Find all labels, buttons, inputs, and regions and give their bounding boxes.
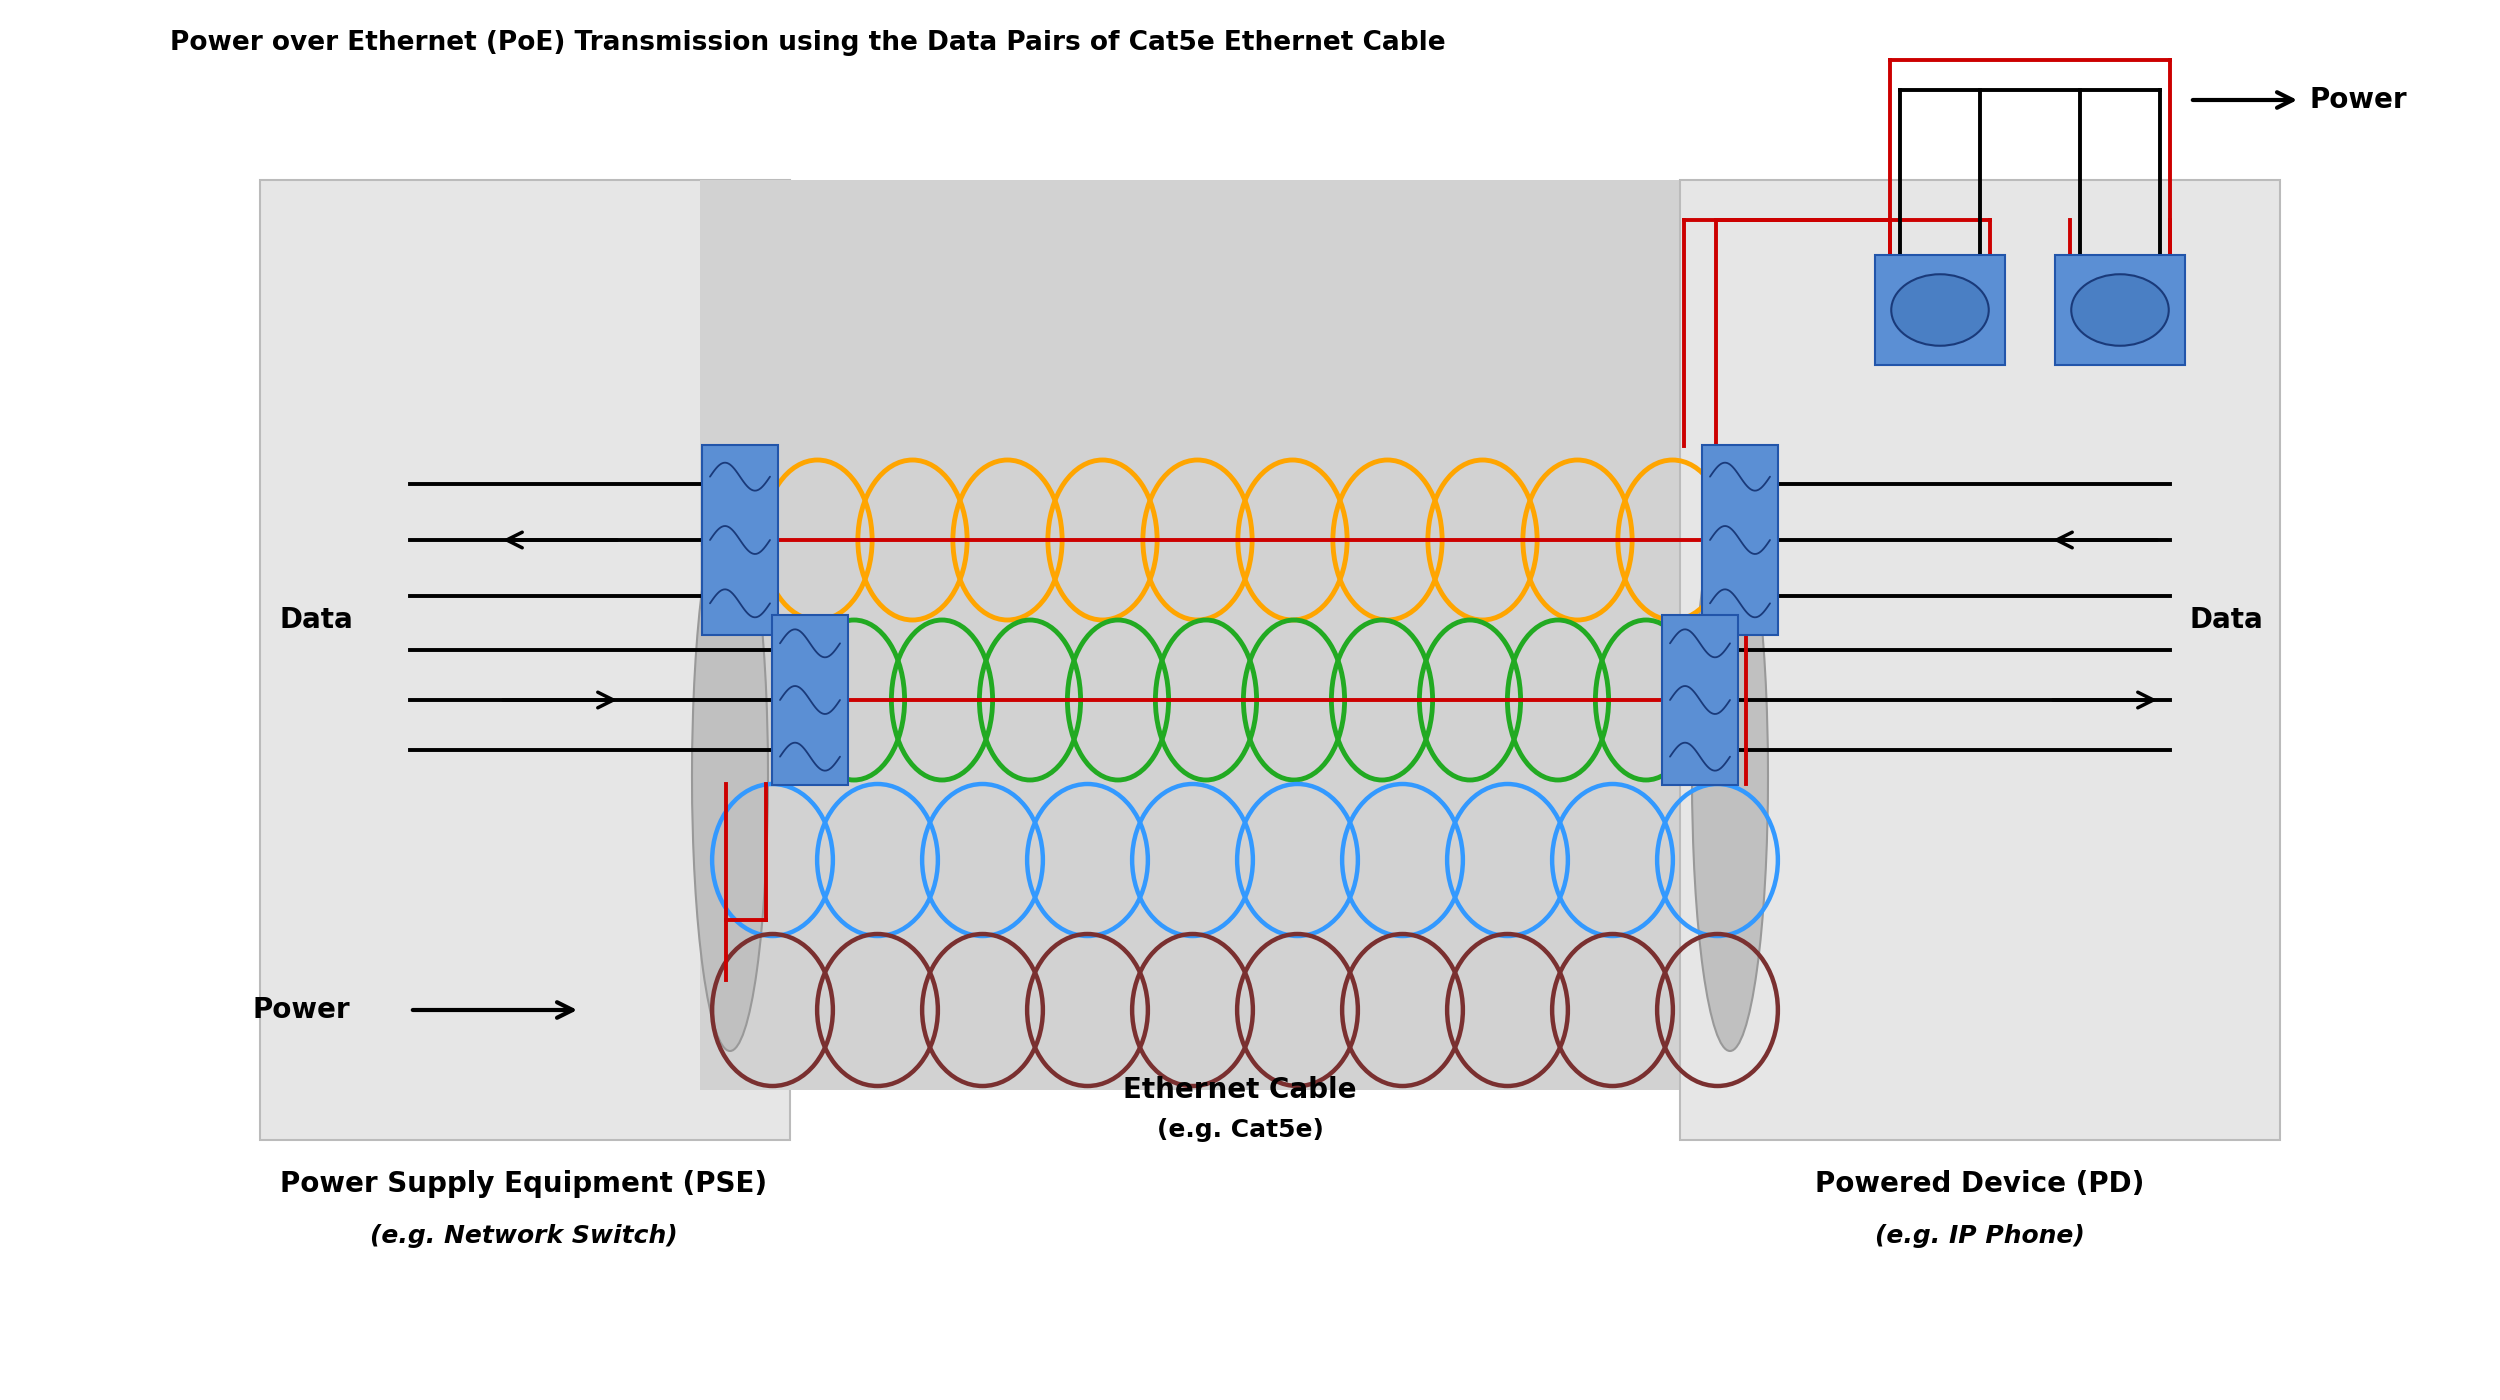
- Bar: [1680, 181, 2280, 1140]
- Text: (e.g. Network Switch): (e.g. Network Switch): [370, 1224, 678, 1247]
- Bar: [700, 181, 1740, 1091]
- Text: Power Supply Equipment (PSE): Power Supply Equipment (PSE): [280, 1170, 768, 1198]
- Ellipse shape: [2070, 274, 2170, 346]
- Ellipse shape: [1693, 501, 1768, 1051]
- Bar: [1703, 445, 1778, 636]
- Bar: [2055, 255, 2185, 365]
- Text: Ethernet Cable: Ethernet Cable: [1122, 1077, 1358, 1105]
- Bar: [260, 181, 790, 1140]
- Bar: [1875, 255, 2005, 365]
- Bar: [1662, 615, 1737, 785]
- Text: Powered Device (PD): Powered Device (PD): [1815, 1170, 2145, 1198]
- Text: Power: Power: [2310, 85, 2408, 113]
- Text: Power: Power: [253, 995, 350, 1023]
- Ellipse shape: [1890, 274, 1990, 346]
- Bar: [772, 615, 848, 785]
- Ellipse shape: [693, 501, 768, 1051]
- Bar: [703, 445, 778, 636]
- Text: Data: Data: [280, 606, 352, 634]
- Text: (e.g. IP Phone): (e.g. IP Phone): [1875, 1224, 2085, 1247]
- Text: Power over Ethernet (PoE) Transmission using the Data Pairs of Cat5e Ethernet Ca: Power over Ethernet (PoE) Transmission u…: [170, 29, 1445, 56]
- Text: (e.g. Cat5e): (e.g. Cat5e): [1158, 1119, 1322, 1142]
- Text: Data: Data: [2190, 606, 2265, 634]
